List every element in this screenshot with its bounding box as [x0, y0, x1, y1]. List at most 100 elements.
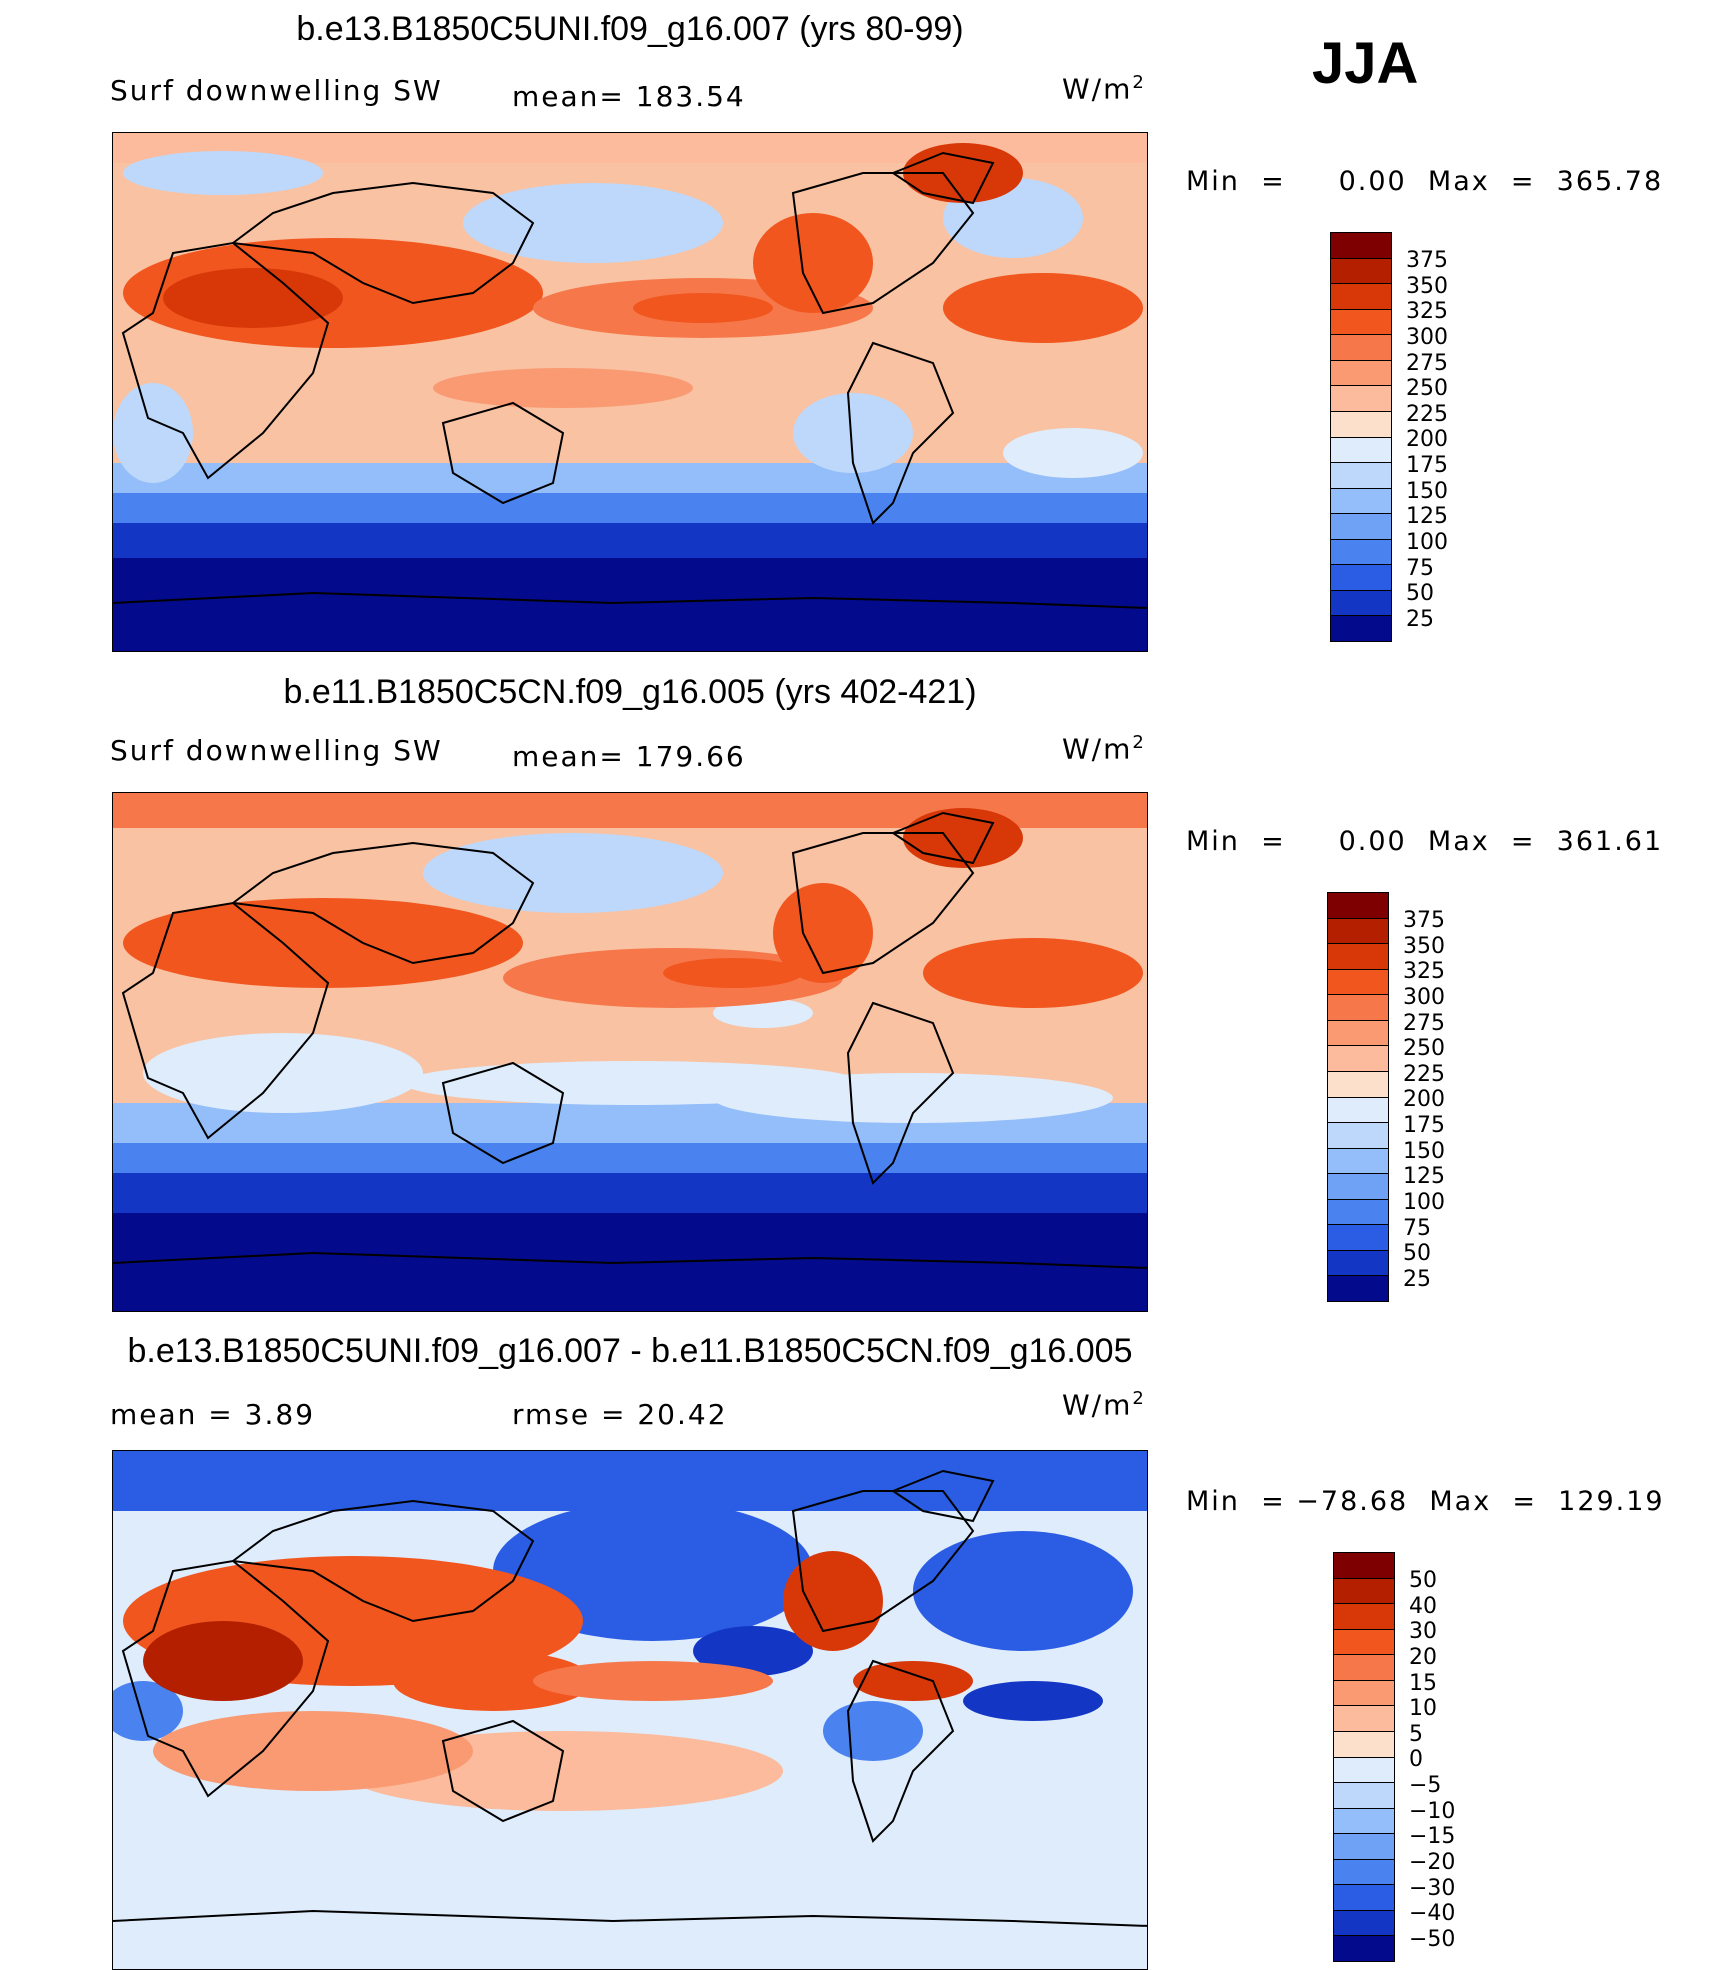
- panel-2-minmax: Min = 0.00 Max = 361.61: [1186, 826, 1664, 857]
- colorbar-swatch: [1328, 1174, 1388, 1200]
- colorbar-swatch: [1331, 539, 1391, 566]
- colorbar-tick-label: 40: [1409, 1593, 1437, 1619]
- colorbar-swatch: [1328, 1046, 1388, 1072]
- colorbar-tick-label: 325: [1406, 299, 1448, 325]
- itcz-positive: [533, 1661, 773, 1701]
- colorbar-swatch: [1334, 1808, 1394, 1835]
- colorbar-tick-label: 275: [1403, 1010, 1445, 1036]
- season-label: JJA: [1312, 31, 1419, 96]
- colorbar-swatch: [1334, 1885, 1394, 1911]
- colorbar-swatch: [1334, 1731, 1394, 1758]
- panel-3-title: b.e13.B1850C5UNI.f09_g16.007 - b.e11.B18…: [127, 1332, 1133, 1370]
- colorbar-swatch: [1331, 309, 1391, 336]
- colorbar-tick-label: 225: [1406, 401, 1448, 427]
- maritime-continent-positive: [393, 1651, 593, 1711]
- colorbar-tick-label: 125: [1403, 1164, 1445, 1190]
- colorbar-tick-label: 200: [1403, 1087, 1445, 1113]
- north-europe-cloud: [123, 151, 323, 195]
- colorbar-tick-label: −30: [1409, 1875, 1456, 1901]
- atlantic-high: [943, 273, 1143, 343]
- peru-negative: [823, 1701, 923, 1761]
- panel-2-variable-label: Surf downwelling SW: [110, 734, 443, 767]
- colorbar-swatch: [1328, 1097, 1388, 1124]
- panel-1-mean-label: mean= 183.54: [512, 80, 746, 113]
- colorbar-swatch: [1334, 1936, 1394, 1961]
- colorbar-swatch: [1328, 969, 1388, 996]
- colorbar-tick-label: 15: [1409, 1670, 1437, 1696]
- colorbar-swatch: [1334, 1553, 1394, 1579]
- colorbar-tick-label: 300: [1403, 984, 1445, 1010]
- band-50: [113, 1173, 1147, 1213]
- panel-2-colorbar: [1327, 892, 1389, 1302]
- band-50: [113, 523, 1147, 558]
- panel-3-units: W/m2: [1062, 1388, 1146, 1422]
- colorbar-tick-label: 350: [1406, 273, 1448, 299]
- panel-1-colorbar: [1330, 232, 1392, 642]
- colorbar-swatch: [1331, 437, 1391, 464]
- colorbar-swatch: [1328, 1020, 1388, 1047]
- pacific-negative-core: [693, 1626, 813, 1676]
- colorbar-tick-label: 275: [1406, 350, 1448, 376]
- colorbar-tick-label: 5: [1409, 1721, 1423, 1747]
- atlantic-high: [923, 938, 1143, 1008]
- colorbar-swatch: [1328, 1199, 1388, 1226]
- colorbar-tick-label: 250: [1403, 1036, 1445, 1062]
- colorbar-tick-label: 50: [1403, 1241, 1431, 1267]
- south-pacific-tongue: [433, 368, 693, 408]
- colorbar-swatch: [1334, 1783, 1394, 1809]
- panel-1-units: W/m2: [1062, 72, 1146, 106]
- colorbar-tick-label: 150: [1406, 478, 1448, 504]
- colorbar-tick-label: 325: [1403, 959, 1445, 985]
- south-atlantic-cloud: [713, 1073, 1113, 1123]
- panel-1-title: b.e13.B1850C5UNI.f09_g16.007 (yrs 80-99): [296, 10, 964, 48]
- north-atlantic-negative: [913, 1531, 1133, 1651]
- colorbar-swatch: [1331, 411, 1391, 438]
- colorbar-tick-label: 0: [1409, 1747, 1423, 1773]
- north-america-positive: [783, 1551, 883, 1651]
- indian-ocean-positive: [153, 1711, 473, 1791]
- colorbar-swatch: [1334, 1680, 1394, 1707]
- colorbar-swatch: [1331, 360, 1391, 387]
- colorbar-tick-label: 150: [1403, 1138, 1445, 1164]
- colorbar-tick-label: 30: [1409, 1619, 1437, 1645]
- colorbar-swatch: [1334, 1757, 1394, 1784]
- panel-3-minmax: Min = −78.68 Max = 129.19: [1186, 1486, 1665, 1517]
- panel-2-colorbar-cells: [1328, 893, 1388, 1301]
- coastlines: [113, 811, 1147, 1269]
- colorbar-tick-label: 50: [1409, 1568, 1437, 1593]
- colorbar-tick-label: −10: [1409, 1798, 1456, 1824]
- colorbar-tick-label: −15: [1409, 1824, 1456, 1850]
- colorbar-swatch: [1334, 1629, 1394, 1656]
- peru-cloud: [793, 393, 913, 473]
- colorbar-tick-label: 50: [1406, 581, 1434, 607]
- sahel-max: [143, 1621, 303, 1701]
- colorbar-tick-label: 375: [1406, 248, 1448, 273]
- colorbar-swatch: [1334, 1578, 1394, 1605]
- colorbar-swatch: [1334, 1706, 1394, 1732]
- colorbar-tick-label: −5: [1409, 1773, 1442, 1798]
- arctic-negative: [113, 1451, 1147, 1511]
- coastlines: [113, 1469, 1147, 1927]
- north-pacific-cloud: [423, 833, 723, 913]
- colorbar-tick-label: 10: [1409, 1696, 1437, 1722]
- colorbar-swatch: [1331, 284, 1391, 310]
- colorbar-swatch: [1328, 944, 1388, 970]
- panel-1-map: [112, 132, 1148, 652]
- west-atlantic-negative: [113, 1681, 183, 1741]
- north-america-west: [773, 883, 873, 983]
- colorbar-swatch: [1331, 590, 1391, 617]
- colorbar-tick-label: 200: [1406, 427, 1448, 453]
- colorbar-swatch: [1331, 335, 1391, 361]
- colorbar-tick-label: 175: [1403, 1113, 1445, 1138]
- colorbar-swatch: [1328, 893, 1388, 919]
- colorbar-swatch: [1331, 565, 1391, 591]
- panel-2-mean-label: mean= 179.66: [512, 740, 746, 773]
- band-100: [113, 493, 1147, 523]
- colorbar-swatch: [1331, 616, 1391, 641]
- colorbar-tick-label: 225: [1403, 1061, 1445, 1087]
- colorbar-swatch: [1331, 386, 1391, 412]
- colorbar-swatch: [1331, 233, 1391, 259]
- colorbar-swatch: [1331, 514, 1391, 540]
- colorbar-tick-label: −50: [1409, 1926, 1456, 1952]
- panel-2-units: W/m2: [1062, 732, 1146, 766]
